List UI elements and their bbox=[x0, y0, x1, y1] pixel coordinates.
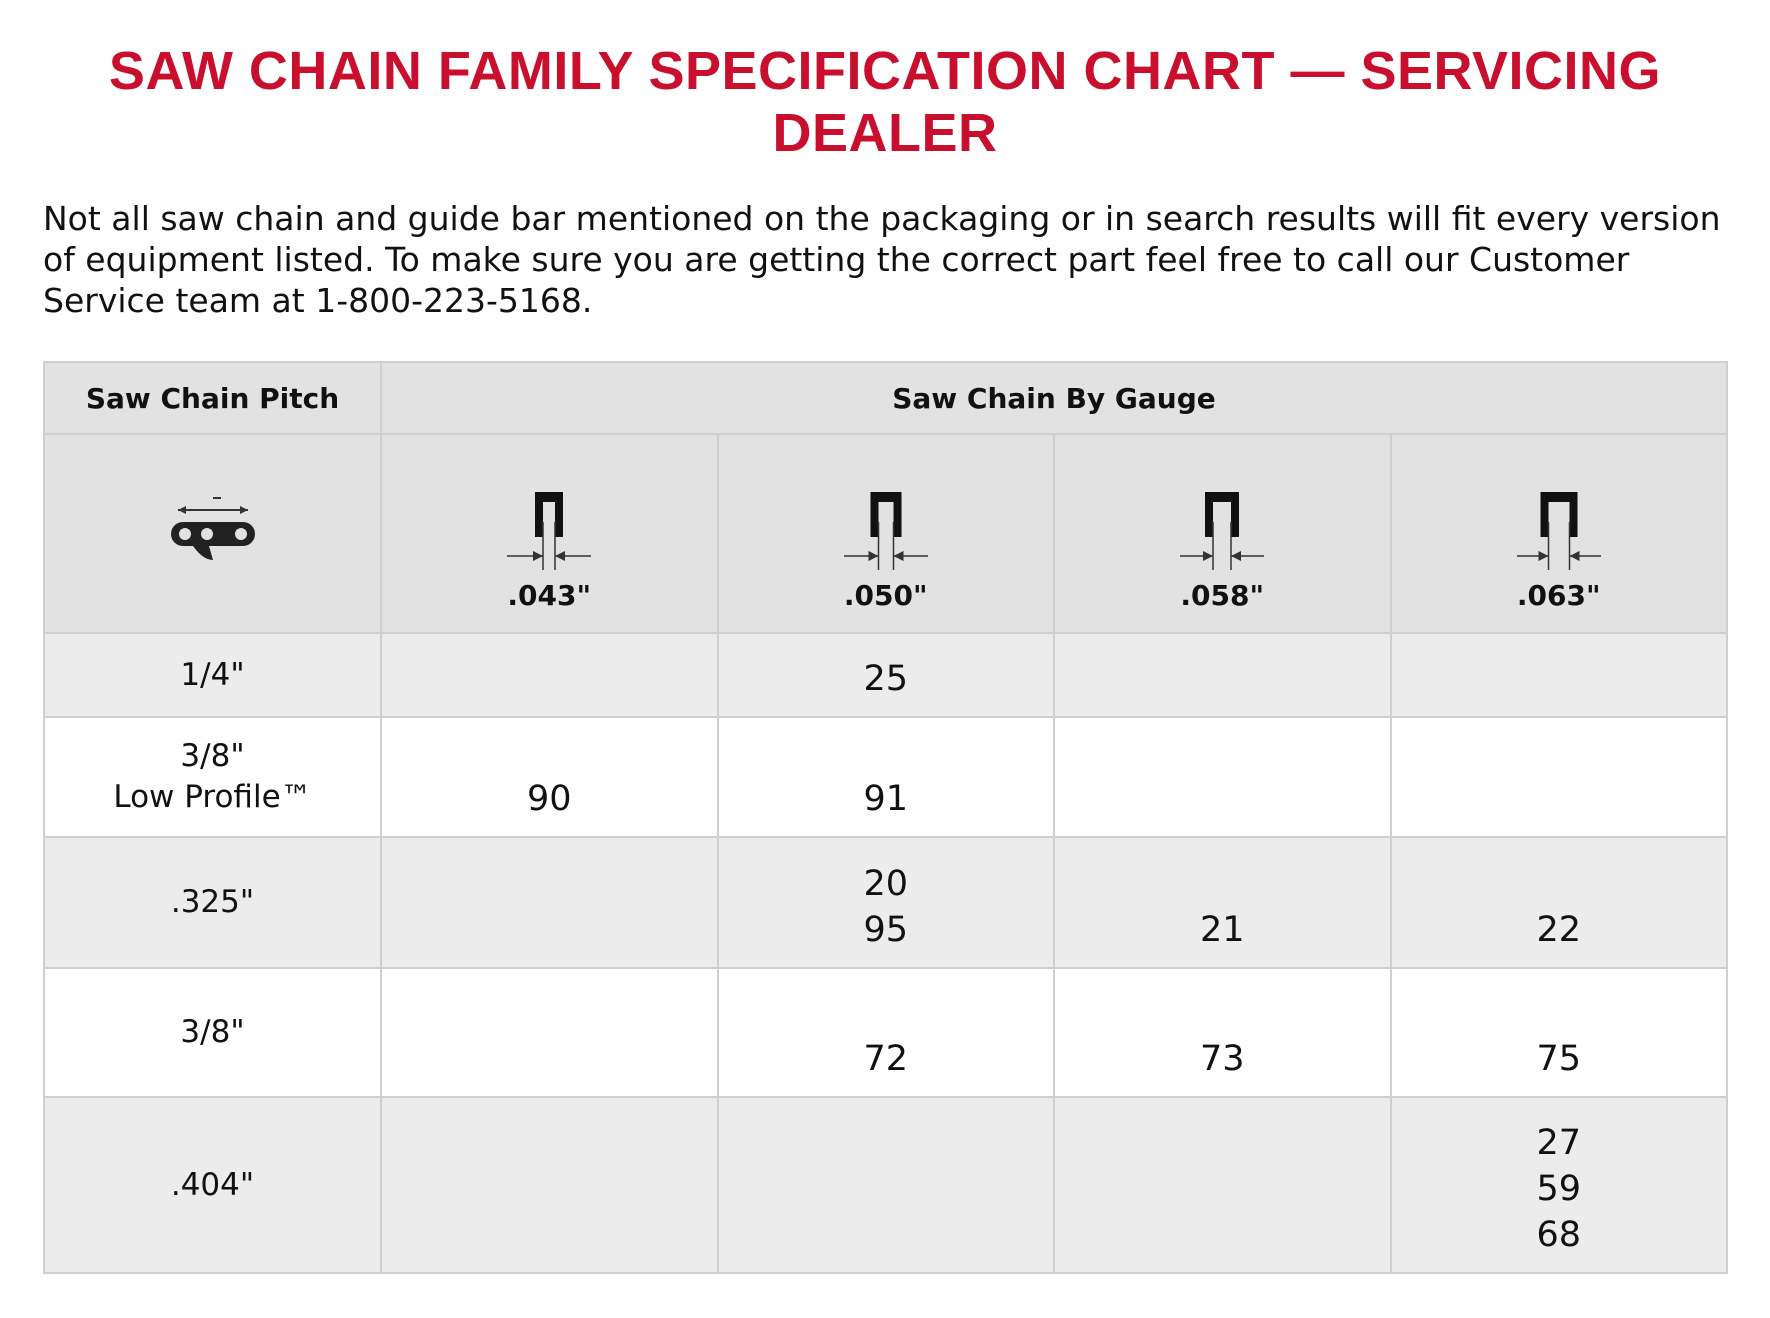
title: SAW CHAIN FAMILY SPECIFICATION CHART — S… bbox=[108, 41, 1662, 163]
chain-cell bbox=[1053, 632, 1392, 718]
pitch-label: Low Profile™ bbox=[113, 779, 312, 815]
gauge-label: .050" bbox=[843, 579, 928, 612]
chain-cell bbox=[380, 967, 719, 1098]
intro: Not all saw chain and guide bar mentione… bbox=[43, 199, 1721, 320]
chain-number: 27 bbox=[1536, 1123, 1582, 1163]
pitch-cell: 1/4" bbox=[43, 632, 382, 718]
gauge-cell: .050" bbox=[716, 433, 1055, 634]
chain-cell bbox=[1053, 1096, 1392, 1274]
gauge-icon bbox=[843, 492, 928, 570]
chain-number: 20 bbox=[863, 864, 909, 904]
chain-cell bbox=[1389, 716, 1728, 838]
chain-cell: 21 bbox=[1053, 836, 1392, 969]
chain-cell: 91 bbox=[716, 716, 1055, 838]
chain-number: 73 bbox=[1199, 1039, 1245, 1079]
chain-cell: 25 bbox=[716, 632, 1055, 718]
gauge-cell: .058" bbox=[1053, 433, 1392, 634]
chain-number: 75 bbox=[1536, 1039, 1582, 1079]
pitch-icon-cell bbox=[43, 433, 382, 634]
gauge-label: .058" bbox=[1180, 579, 1265, 612]
data-row: 3/8" 72 73 75 bbox=[43, 967, 1728, 1098]
chain-cell: 72 bbox=[716, 967, 1055, 1098]
chain-cell: 75 bbox=[1389, 967, 1728, 1098]
header-row: Saw Chain Pitch Saw Chain By Gauge bbox=[43, 361, 1728, 435]
chain-cell bbox=[1053, 716, 1392, 838]
pitch-label: 3/8" bbox=[180, 738, 245, 774]
spec-table: Saw Chain Pitch Saw Chain By Gauge .043"… bbox=[43, 361, 1728, 1274]
chain-number: 25 bbox=[863, 659, 909, 699]
icon-row: .043" .050" .058" .063" bbox=[43, 433, 1728, 634]
chain-number: 91 bbox=[863, 779, 909, 819]
chain-number: 22 bbox=[1536, 910, 1582, 950]
pitch-cell: .404" bbox=[43, 1096, 382, 1274]
chain-number: 68 bbox=[1536, 1215, 1582, 1255]
chain-cell bbox=[380, 632, 719, 718]
chain-cell bbox=[1389, 632, 1728, 718]
chain-cell bbox=[716, 1096, 1055, 1274]
gauge-icon bbox=[1180, 492, 1265, 570]
pitch-icon bbox=[170, 497, 255, 560]
chain-number: 95 bbox=[863, 910, 909, 950]
pitch-label: 1/4" bbox=[180, 656, 245, 693]
pitch-label: .404" bbox=[170, 1166, 255, 1203]
chain-cell: 90 bbox=[380, 716, 719, 838]
data-row: 1/4" 25 bbox=[43, 632, 1728, 718]
pitch-cell: .325" bbox=[43, 836, 382, 969]
chain-cell: 22 bbox=[1389, 836, 1728, 969]
gauge-label: .043" bbox=[507, 579, 592, 612]
header: Saw Chain By Gauge bbox=[380, 361, 1728, 435]
header: Saw Chain Pitch bbox=[43, 361, 382, 435]
data-row: .404" 27 59 68 bbox=[43, 1096, 1728, 1274]
chain-cell: 20 95 bbox=[716, 836, 1055, 969]
chain-cell bbox=[380, 1096, 719, 1274]
gauge-icon bbox=[507, 492, 592, 570]
pitch-cell: 3/8" Low Profile™ bbox=[43, 716, 382, 838]
gauge-cell: .043" bbox=[380, 433, 719, 634]
chain-cell bbox=[380, 836, 719, 969]
pitch-label: .325" bbox=[170, 884, 255, 920]
data-row: .325" 20 95 21 22 bbox=[43, 836, 1728, 969]
chain-cell: 73 bbox=[1053, 967, 1392, 1098]
chain-number: 59 bbox=[1536, 1169, 1582, 1209]
gauge-icon bbox=[1516, 492, 1601, 570]
pitch-label: 3/8" bbox=[180, 1014, 245, 1050]
chain-number: 21 bbox=[1199, 910, 1245, 950]
gauge-label: .063" bbox=[1516, 579, 1601, 612]
data-row: 3/8" Low Profile™ 90 91 bbox=[43, 716, 1728, 838]
gauge-cell: .063" bbox=[1389, 433, 1728, 634]
chain-cell: 27 59 68 bbox=[1389, 1096, 1728, 1274]
chain-number: 72 bbox=[863, 1039, 909, 1079]
pitch-cell: 3/8" bbox=[43, 967, 382, 1098]
chain-number: 90 bbox=[526, 779, 572, 819]
